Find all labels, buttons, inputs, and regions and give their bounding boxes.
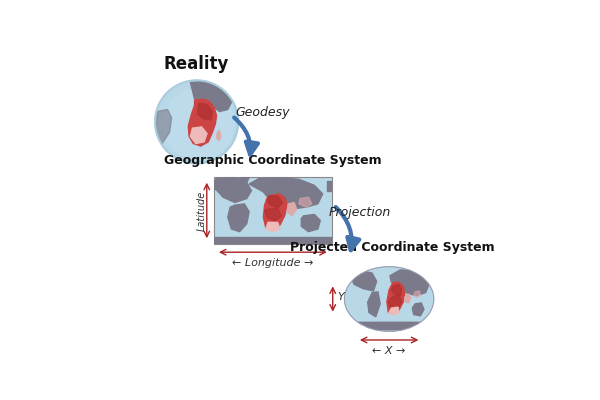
Polygon shape — [412, 303, 424, 316]
Polygon shape — [390, 270, 430, 296]
Polygon shape — [265, 208, 281, 221]
Polygon shape — [351, 270, 377, 291]
Polygon shape — [267, 196, 283, 207]
Text: Y: Y — [337, 292, 344, 302]
Polygon shape — [190, 81, 232, 112]
Polygon shape — [214, 237, 332, 244]
Polygon shape — [347, 322, 431, 330]
Polygon shape — [216, 177, 251, 202]
Polygon shape — [389, 307, 399, 315]
Polygon shape — [249, 177, 323, 209]
Polygon shape — [190, 127, 207, 144]
Ellipse shape — [344, 267, 434, 331]
Polygon shape — [413, 291, 421, 298]
Polygon shape — [197, 103, 212, 120]
Polygon shape — [368, 292, 380, 317]
Polygon shape — [388, 295, 401, 309]
Polygon shape — [228, 204, 249, 232]
Text: Projected Coordinate System: Projected Coordinate System — [290, 241, 494, 254]
Text: ← X →: ← X → — [373, 346, 406, 356]
Polygon shape — [156, 110, 172, 145]
Polygon shape — [188, 99, 217, 146]
Polygon shape — [299, 197, 312, 207]
Circle shape — [163, 89, 234, 159]
Text: Projection: Projection — [329, 206, 391, 219]
Text: ← Longitude →: ← Longitude → — [232, 258, 314, 268]
Text: Latitude: Latitude — [196, 190, 206, 230]
Polygon shape — [266, 222, 280, 232]
Text: Reality: Reality — [164, 55, 229, 73]
Polygon shape — [217, 130, 221, 141]
Text: Geographic Coordinate System: Geographic Coordinate System — [164, 154, 382, 166]
Polygon shape — [328, 181, 332, 191]
Circle shape — [155, 80, 238, 164]
Polygon shape — [263, 194, 287, 230]
Text: Geodesy: Geodesy — [236, 106, 290, 119]
Polygon shape — [387, 282, 405, 314]
Polygon shape — [301, 214, 320, 232]
Polygon shape — [239, 177, 249, 183]
Polygon shape — [391, 284, 401, 296]
Polygon shape — [405, 294, 410, 303]
Bar — [214, 177, 332, 244]
FancyArrowPatch shape — [234, 118, 258, 155]
Polygon shape — [214, 181, 218, 191]
Polygon shape — [287, 202, 296, 216]
FancyArrowPatch shape — [335, 207, 359, 250]
